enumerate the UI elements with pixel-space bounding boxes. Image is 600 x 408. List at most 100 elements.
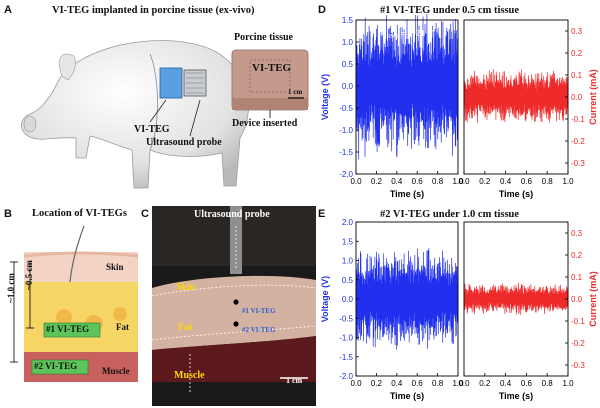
signal-trace <box>355 248 459 350</box>
y-tick-label: -2.0 <box>339 372 353 381</box>
porcine-tissue-label: Porcine tissue <box>234 32 293 43</box>
x-tick-label: 0.0 <box>350 177 362 186</box>
y-tick-label: -1.0 <box>339 334 353 343</box>
y-tick-label: -0.5 <box>339 104 353 113</box>
muscle-label-c: Muscle <box>174 370 205 381</box>
chart-e-voltage: 0.0 0.2 0.4 0.6 0.8 1.0 Time (s) 2.0 1.5 1.0 0.5 0.… <box>320 218 464 401</box>
x-tick-label: 0.8 <box>432 177 444 186</box>
y-tick-label: -0.2 <box>571 137 585 146</box>
tissue-device-label: VI-TEG <box>252 62 292 74</box>
ultrasound-photo <box>152 206 316 406</box>
y-tick-label: 1.0 <box>342 38 354 47</box>
x-tick-label: 0.2 <box>371 177 383 186</box>
y-tick-label: 0.0 <box>342 295 354 304</box>
signal-trace <box>463 282 569 315</box>
rms-annotation: IRMS = 98.1 µA <box>489 28 543 40</box>
y-axis-label: Voltage (V) <box>320 74 330 120</box>
rms-annotation: VRMS = 1.21 V <box>381 28 433 40</box>
skin-label-b: Skin <box>106 262 124 272</box>
pig-illustration <box>21 40 309 189</box>
ultrasound-probe-label: Ultrasound probe <box>146 137 222 148</box>
scale-label-c: 1 cm <box>286 376 303 385</box>
skin-label-c: Skin <box>176 282 196 293</box>
x-axis-label: Time (s) <box>390 391 424 401</box>
x-tick-label: 1.0 <box>562 177 574 186</box>
y-axis-label: Current (mA) <box>588 271 598 327</box>
y-tick-label: 0.5 <box>342 276 354 285</box>
y-tick-label: 0.3 <box>571 27 583 36</box>
y-tick-label: -0.1 <box>571 115 585 124</box>
x-tick-label: 0.6 <box>521 379 533 388</box>
y-tick-label: -1.5 <box>339 148 353 157</box>
y-tick-label: 0.0 <box>342 82 354 91</box>
y-tick-label: -0.2 <box>571 339 585 348</box>
x-tick-label: 0.2 <box>479 177 491 186</box>
y-tick-label: -1.0 <box>339 126 353 135</box>
teg1-label-c: #1 VI-TEG <box>242 307 276 315</box>
y-tick-label: 0.5 <box>342 60 354 69</box>
x-tick-label: 1.0 <box>562 379 574 388</box>
x-tick-label: 0.4 <box>391 379 403 388</box>
y-tick-label: -0.3 <box>571 361 585 370</box>
vi-teg-label: VI-TEG <box>134 124 170 135</box>
panel-label-c: C <box>141 208 149 220</box>
x-tick-label: 0.6 <box>412 177 424 186</box>
chart-d-voltage: 0.0 0.2 0.4 0.6 0.8 1.0 Time (s) 1.5 1.0 0.5 0.0 -0… <box>320 14 464 199</box>
panel-label-b: B <box>4 208 12 220</box>
panel-b-title: Location of VI-TEGs <box>32 208 127 219</box>
x-tick-label: 0.0 <box>458 177 470 186</box>
y-tick-label: 0.3 <box>571 229 583 238</box>
y-tick-label: 1.0 <box>342 257 354 266</box>
x-tick-label: 0.0 <box>458 379 470 388</box>
ultrasound-probe-label-c: Ultrasound probe <box>194 209 270 220</box>
x-tick-label: 0.8 <box>542 379 554 388</box>
y-tick-label: -0.3 <box>571 159 585 168</box>
x-tick-label: 0.4 <box>500 177 512 186</box>
chart-d-title: #1 VI-TEG under 0.5 cm tissue <box>380 5 520 16</box>
signal-trace <box>355 14 459 160</box>
y-tick-label: 0.2 <box>571 49 583 58</box>
teg1-label-b: #1 VI-TEG <box>46 324 90 334</box>
teg2-label-c: #2 VI-TEG <box>242 326 276 334</box>
x-tick-label: 0.6 <box>412 379 424 388</box>
x-axis-label: Time (s) <box>499 189 533 199</box>
y-tick-label: 0.2 <box>571 251 583 260</box>
muscle-label-b: Muscle <box>102 366 130 376</box>
tissue-scale-label: 1 cm <box>288 88 303 96</box>
y-tick-label: -1.5 <box>339 353 353 362</box>
hair-shape <box>69 225 85 283</box>
y-tick-label: -0.5 <box>339 314 353 323</box>
pig-ear <box>58 53 76 81</box>
x-tick-label: 0.2 <box>479 379 491 388</box>
x-tick-label: 1.0 <box>452 177 464 186</box>
tissue-top <box>152 275 316 350</box>
y-tick-label: -0.1 <box>571 317 585 326</box>
y-tick-label: 1.5 <box>342 237 354 246</box>
signal-trace <box>463 68 569 123</box>
x-axis-label: Time (s) <box>499 391 533 401</box>
x-tick-label: 0.2 <box>371 379 383 388</box>
x-tick-label: 0.4 <box>391 177 403 186</box>
skin-layer <box>24 252 138 282</box>
y-tick-label: 1.5 <box>342 16 354 25</box>
y-tick-label: 0.1 <box>571 71 583 80</box>
device-blue <box>159 67 183 99</box>
panel-label-d: D <box>318 4 326 16</box>
chart-e-current: 0.0 0.2 0.4 0.6 0.8 1.0 Time (s) 0.3 0.2 0.1 0.0 -0… <box>458 221 598 401</box>
x-axis-label: Time (s) <box>390 189 424 199</box>
chart-d-current: 0.0 0.2 0.4 0.6 0.8 1.0 Time (s) 0.3 0.2 0.1 0.0 -0… <box>458 19 598 199</box>
muscle-region <box>152 336 316 382</box>
rms-annotation: VRMS = 0.91 V <box>381 230 433 242</box>
pig-body <box>21 40 249 189</box>
x-tick-label: 0.6 <box>521 177 533 186</box>
y-tick-label: 2.0 <box>342 218 354 227</box>
y-tick-label: -2.0 <box>339 170 353 179</box>
panel-a-title: VI-TEG implanted in porcine tissue (ex-v… <box>52 5 255 16</box>
cut-line <box>149 53 158 151</box>
depth-05cm-label: ~0.5 cm <box>23 260 34 290</box>
x-tick-label: 1.0 <box>452 379 464 388</box>
y-tick-label: 0.0 <box>571 93 583 102</box>
device-inserted-label: Device inserted <box>232 118 298 129</box>
y-axis-label: Voltage (V) <box>320 276 330 322</box>
pig-snout <box>23 115 37 133</box>
